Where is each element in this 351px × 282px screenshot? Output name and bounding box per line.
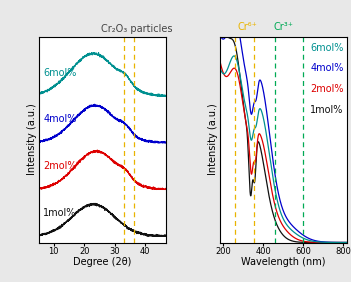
Text: 4mol%: 4mol% [43,114,77,124]
Text: 2mol%: 2mol% [43,161,77,171]
Text: 2mol%: 2mol% [310,84,344,94]
Y-axis label: Intensity (a.u.): Intensity (a.u.) [208,104,218,175]
Text: 4mol%: 4mol% [310,63,344,73]
Text: 6mol%: 6mol% [43,68,77,78]
Text: Cr₂O₃ particles: Cr₂O₃ particles [101,25,173,34]
X-axis label: Wavelength (nm): Wavelength (nm) [241,257,326,267]
Text: 6mol%: 6mol% [310,43,344,53]
Text: Cr⁶⁺: Cr⁶⁺ [238,23,258,32]
Text: Cr³⁺: Cr³⁺ [274,23,294,32]
X-axis label: Degree (2θ): Degree (2θ) [73,257,132,267]
Text: 1mol%: 1mol% [310,105,344,114]
Text: 1mol%: 1mol% [43,208,77,218]
Y-axis label: Intensity (a.u.): Intensity (a.u.) [27,104,37,175]
